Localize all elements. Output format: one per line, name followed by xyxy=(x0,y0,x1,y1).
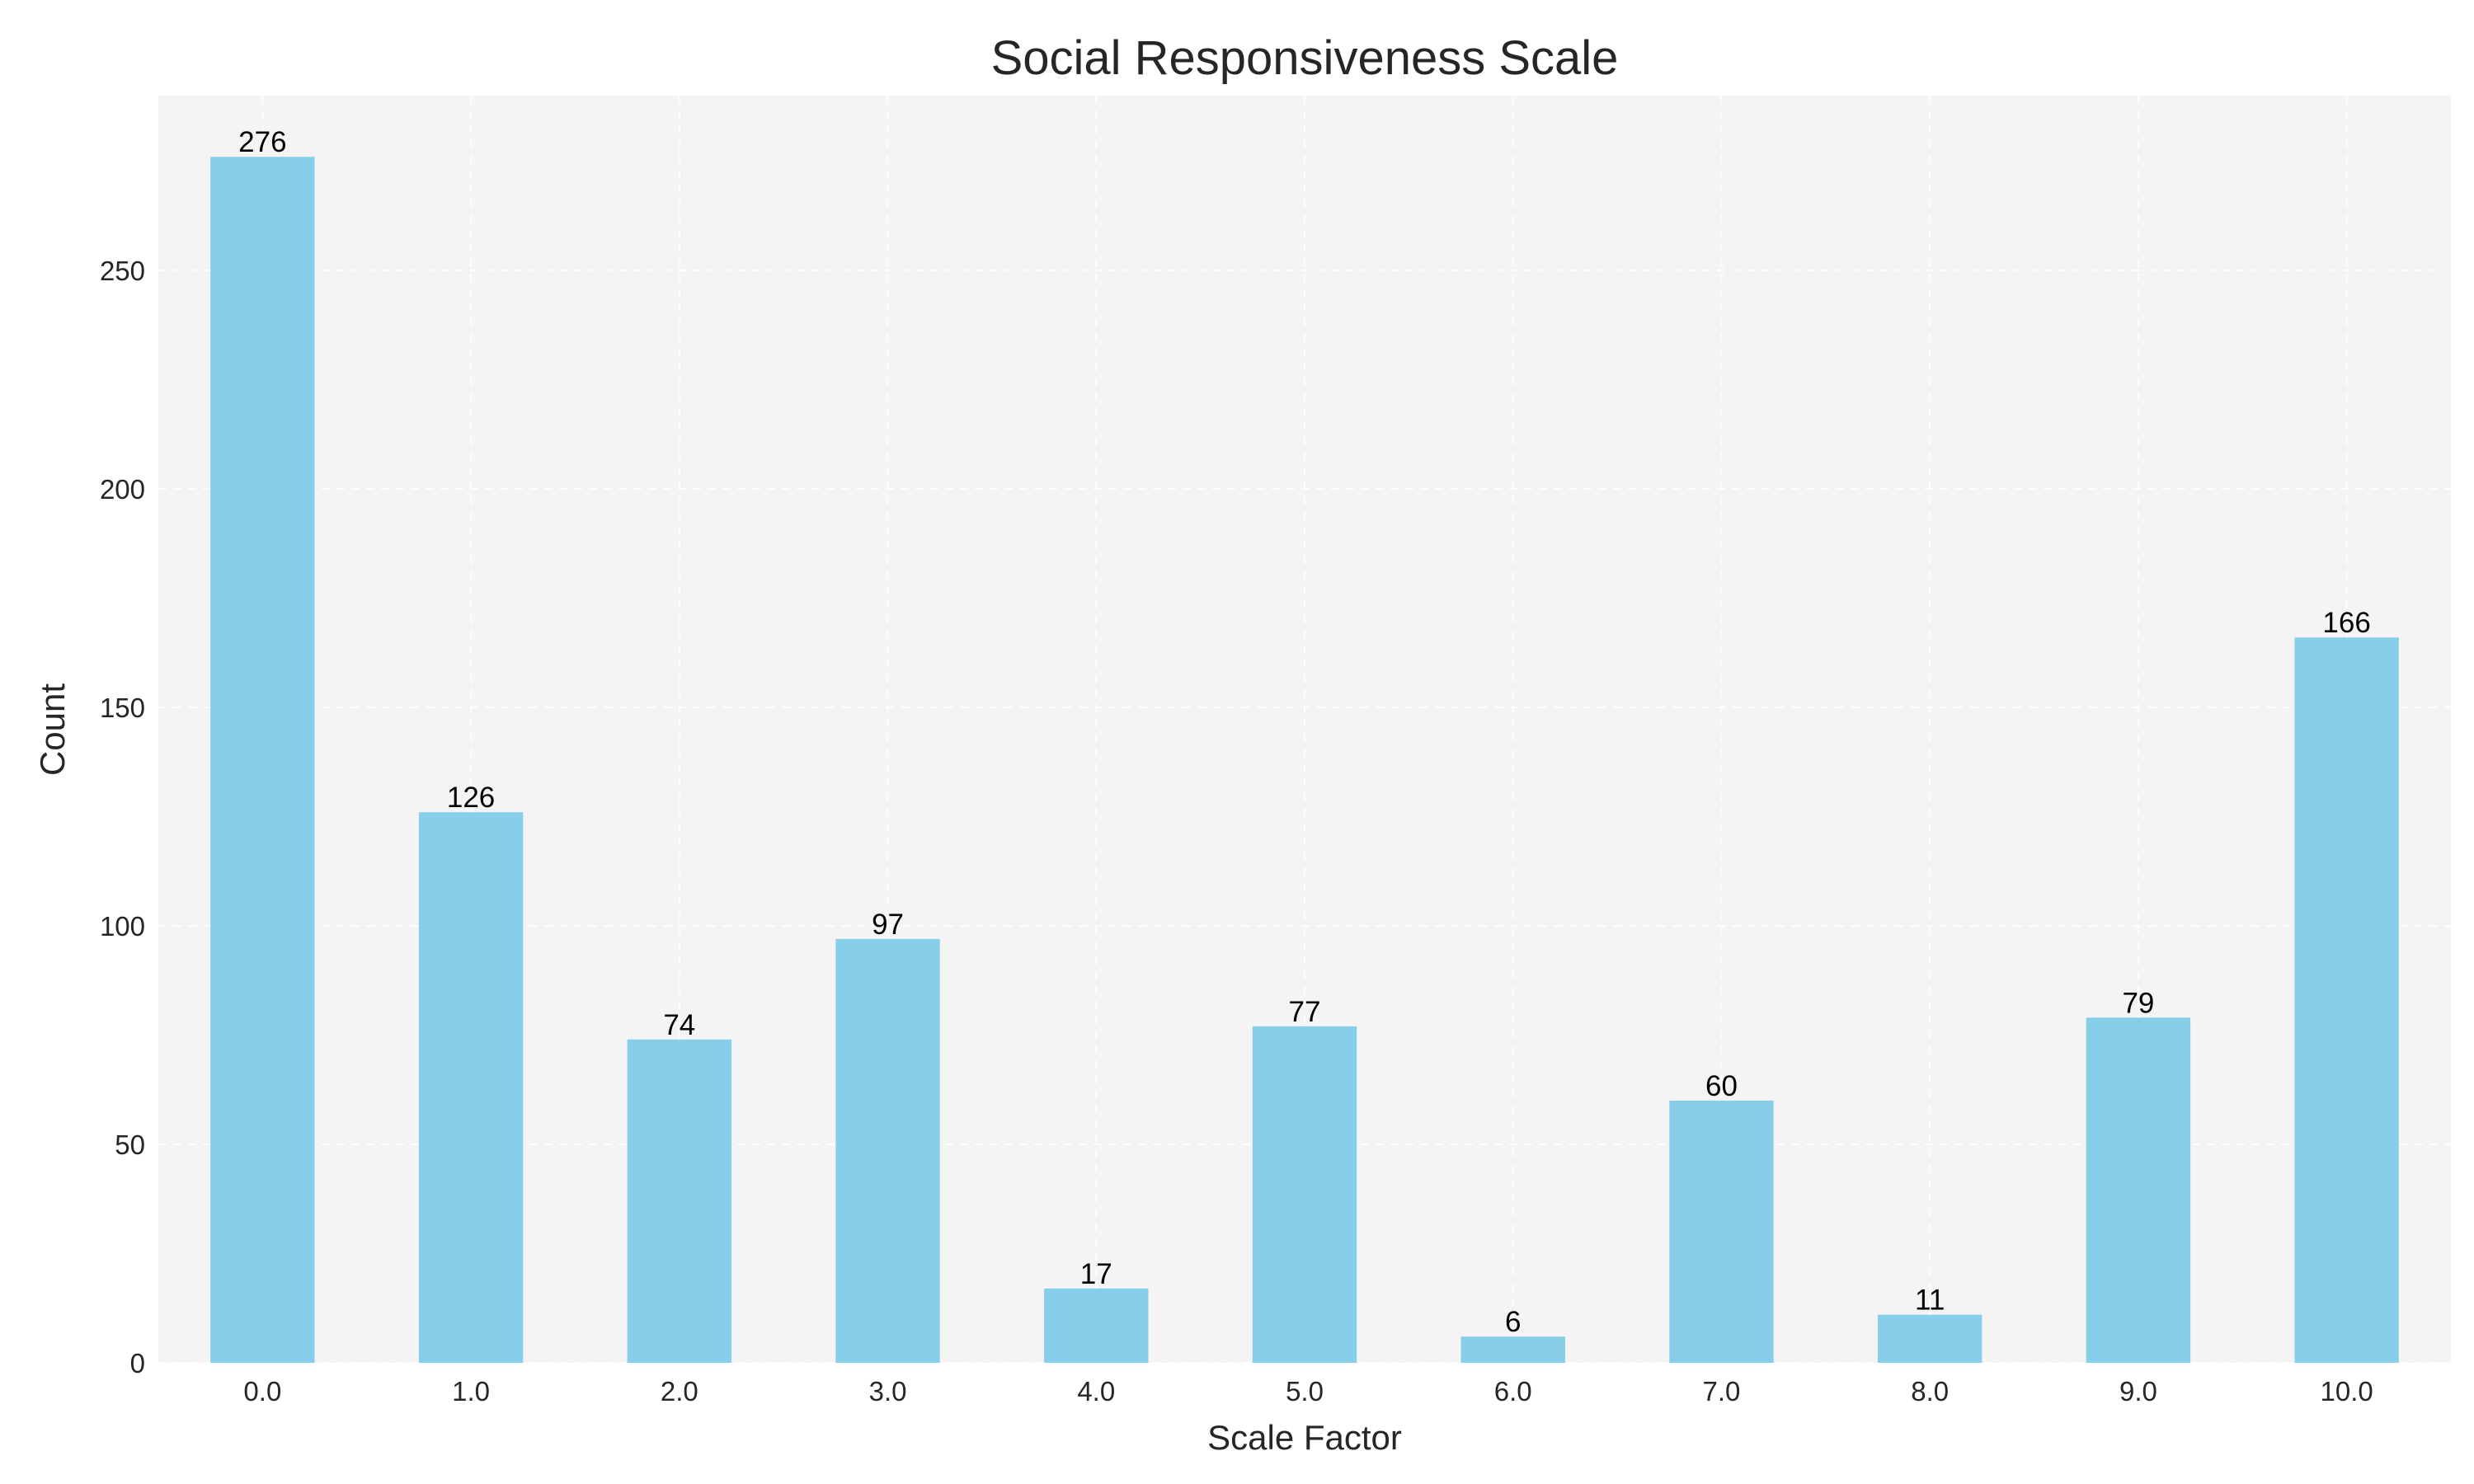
x-tick-label: 8.0 xyxy=(1911,1376,1949,1407)
bar xyxy=(418,812,524,1363)
y-tick-label: 250 xyxy=(100,256,145,286)
x-tick-label: 0.0 xyxy=(243,1376,281,1407)
data-labels: 276 126 74 97 17 77 6 60 11 79 166 xyxy=(238,126,2371,1338)
bar xyxy=(1044,1288,1149,1363)
data-label: 79 xyxy=(2122,987,2154,1019)
data-label: 77 xyxy=(1289,996,1321,1028)
x-tick-label: 6.0 xyxy=(1494,1376,1532,1407)
data-label: 17 xyxy=(1080,1258,1112,1290)
x-axis-label: Scale Factor xyxy=(1207,1418,1402,1457)
x-tick-label: 3.0 xyxy=(869,1376,907,1407)
x-tick-label: 9.0 xyxy=(2119,1376,2157,1407)
data-label: 60 xyxy=(1705,1070,1738,1102)
bar xyxy=(835,938,940,1363)
y-tick-label: 50 xyxy=(115,1129,145,1160)
x-tick-label: 10.0 xyxy=(2321,1376,2373,1407)
data-label: 11 xyxy=(1915,1284,1945,1317)
y-tick-label: 0 xyxy=(130,1348,145,1378)
bars xyxy=(210,157,2399,1364)
x-tick-label: 7.0 xyxy=(1703,1376,1741,1407)
x-tick-label: 2.0 xyxy=(661,1376,698,1407)
bar xyxy=(210,157,315,1364)
y-tick-label: 100 xyxy=(100,911,145,942)
data-label: 74 xyxy=(663,1009,695,1041)
x-tick-label: 4.0 xyxy=(1077,1376,1115,1407)
x-tick-label: 1.0 xyxy=(452,1376,490,1407)
bar xyxy=(1252,1026,1357,1363)
data-label: 6 xyxy=(1505,1306,1521,1338)
bar xyxy=(627,1039,731,1363)
bar xyxy=(2294,637,2399,1363)
bar xyxy=(1669,1101,1774,1363)
data-label: 276 xyxy=(238,126,286,158)
y-tick-label: 200 xyxy=(100,474,145,505)
y-tick-label: 150 xyxy=(100,693,145,723)
bar xyxy=(1878,1314,1982,1363)
bar xyxy=(2086,1017,2191,1363)
y-tick-labels: 0 50 100 150 200 250 xyxy=(100,256,145,1378)
x-tick-label: 5.0 xyxy=(1286,1376,1324,1407)
data-label: 97 xyxy=(872,909,904,941)
y-axis-label: Count xyxy=(33,683,72,776)
data-label: 166 xyxy=(2322,607,2370,639)
bar xyxy=(1460,1336,1565,1363)
x-tick-labels: 0.0 1.0 2.0 3.0 4.0 5.0 6.0 7.0 8.0 9.0 10.0 xyxy=(243,1376,2373,1407)
data-label: 126 xyxy=(447,782,495,814)
chart-title: Social Responsiveness Scale xyxy=(991,31,1619,85)
